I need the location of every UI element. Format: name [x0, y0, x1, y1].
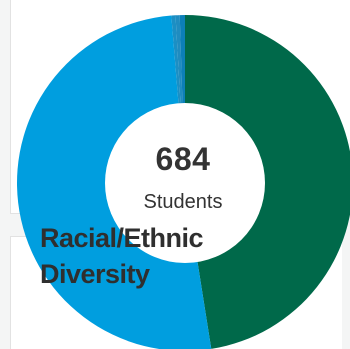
lower-panel-gutter [342, 236, 350, 349]
student-count: 684 [155, 141, 211, 177]
student-count-label: Students [143, 191, 223, 213]
chart-title: Racial/Ethnic Diversity [40, 223, 204, 289]
donut-slice-1 [185, 15, 350, 349]
donut-hole [105, 103, 265, 263]
